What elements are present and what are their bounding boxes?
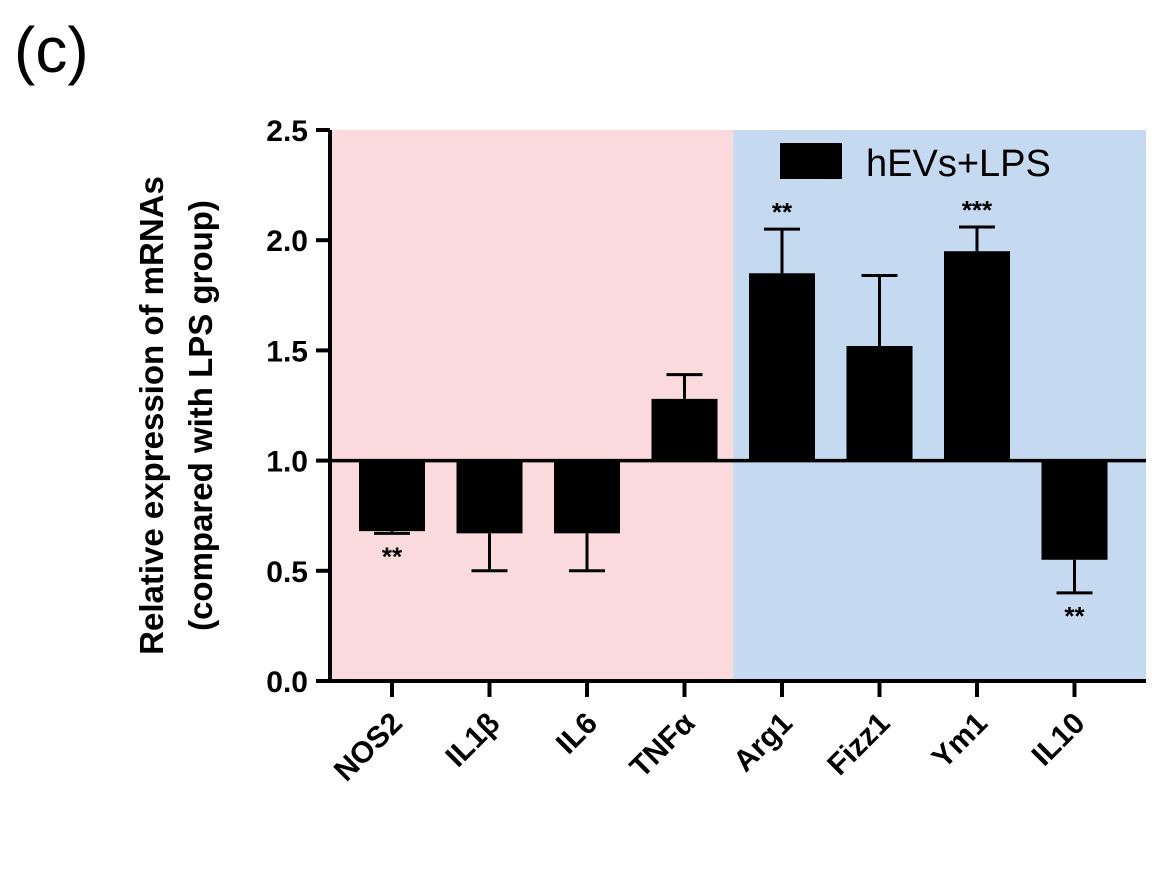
- significance-IL10: **: [1064, 601, 1085, 631]
- y-tick-label: 1.0: [266, 446, 308, 479]
- y-tick-label: 2.0: [266, 225, 308, 258]
- bars: [359, 225, 1108, 595]
- legend-swatch: [780, 143, 842, 179]
- bar-NOS2: [359, 460, 425, 532]
- y-tick-label: 2.5: [266, 115, 308, 148]
- legend: hEVs+LPS: [780, 143, 1051, 185]
- y-axis-title: Relative expression of mRNAs: [133, 176, 170, 655]
- significance-Arg1: **: [772, 197, 793, 227]
- x-tick-label-IL6: IL6: [550, 707, 604, 761]
- bar-Fizz1: [846, 345, 913, 461]
- bar-TNFα: [651, 398, 718, 461]
- bar-IL6: [554, 460, 620, 534]
- bar-Ym1: [944, 251, 1010, 461]
- significance-NOS2: **: [382, 541, 403, 571]
- significance-Ym1: ***: [962, 195, 993, 225]
- y-tick-label: 1.5: [266, 335, 308, 368]
- legend-label: hEVs+LPS: [866, 143, 1051, 185]
- x-tick-label-Fizz1: Fizz1: [821, 707, 896, 782]
- x-tick-label-Arg1: Arg1: [727, 707, 799, 779]
- y-tick-label: 0.0: [266, 666, 308, 699]
- x-tick-label-IL10: IL10: [1026, 707, 1092, 773]
- bar-IL1β: [456, 460, 523, 534]
- bar-Arg1: [749, 273, 815, 461]
- x-tick-label-Ym1: Ym1: [926, 707, 994, 775]
- bar-IL10: [1041, 460, 1108, 560]
- y-tick-label: 0.5: [266, 556, 308, 589]
- x-tick-label-IL1β: IL1β: [440, 707, 507, 774]
- x-tick-label-TNFα: TNFα: [624, 706, 702, 784]
- panel-label: (c): [14, 14, 89, 86]
- x-tick-label-NOS2: NOS2: [328, 707, 409, 788]
- y-axis-title-line2: (compared with LPS group): [182, 200, 219, 631]
- background-regions: [330, 130, 1146, 681]
- axes: [316, 128, 1146, 697]
